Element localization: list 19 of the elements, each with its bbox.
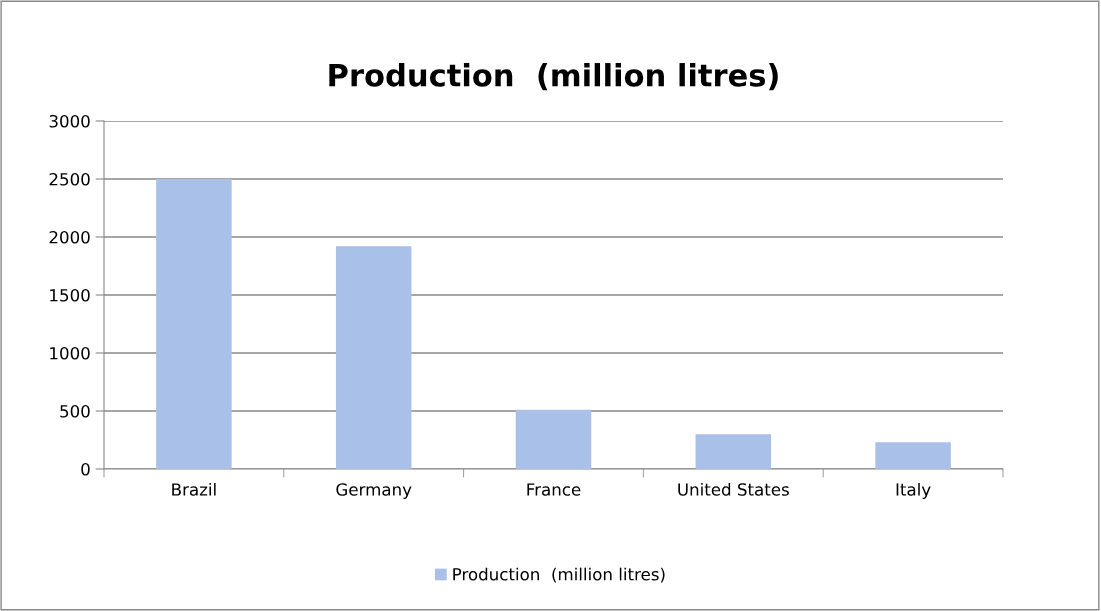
y-tick-label: 2500: [49, 172, 90, 186]
legend-label: Production (million litres): [453, 567, 665, 583]
y-tick-label: 500: [60, 404, 90, 418]
x-tick-label: United States: [678, 482, 789, 496]
y-tick-label: 0: [81, 462, 90, 476]
y-tick-label: 3000: [49, 114, 90, 128]
x-tick-label: Brazil: [172, 482, 216, 496]
bar: [875, 442, 951, 469]
x-tick-label: Germany: [336, 483, 412, 500]
x-tick-label: France: [527, 483, 581, 496]
bar: [515, 409, 592, 469]
x-tick-label: Italy: [896, 482, 931, 500]
bar: [335, 246, 412, 469]
bar: [156, 179, 232, 469]
chart-title: Production (million litres): [329, 63, 778, 91]
bar: [695, 434, 772, 469]
y-tick-label: 1500: [50, 288, 90, 302]
y-tick-label: 1000: [50, 346, 90, 360]
y-tick-label: 2000: [49, 230, 90, 244]
